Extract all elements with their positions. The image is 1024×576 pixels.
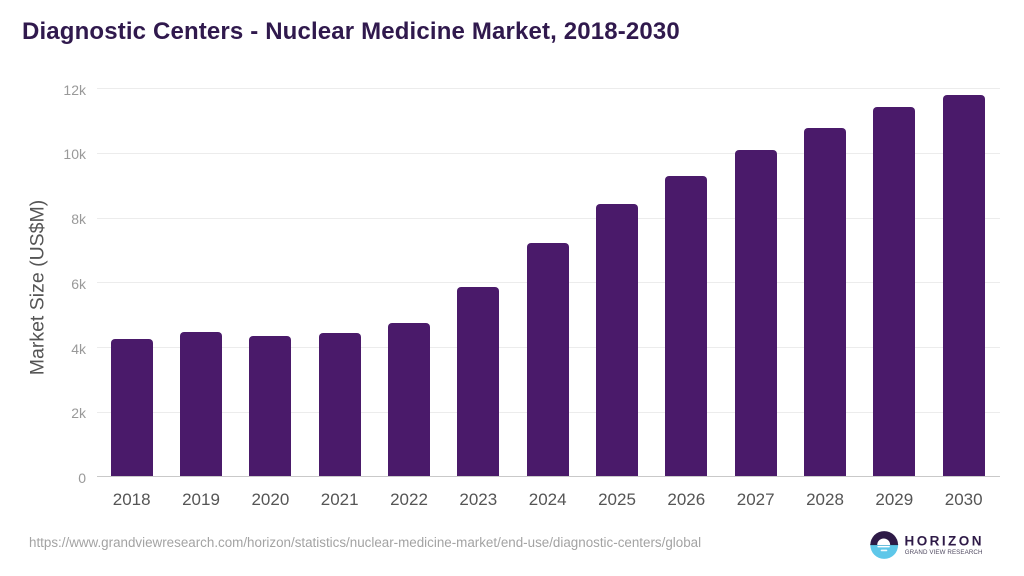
- svg-text:HORIZON: HORIZON: [905, 533, 984, 548]
- svg-text:GRAND VIEW RESEARCH: GRAND VIEW RESEARCH: [905, 549, 983, 556]
